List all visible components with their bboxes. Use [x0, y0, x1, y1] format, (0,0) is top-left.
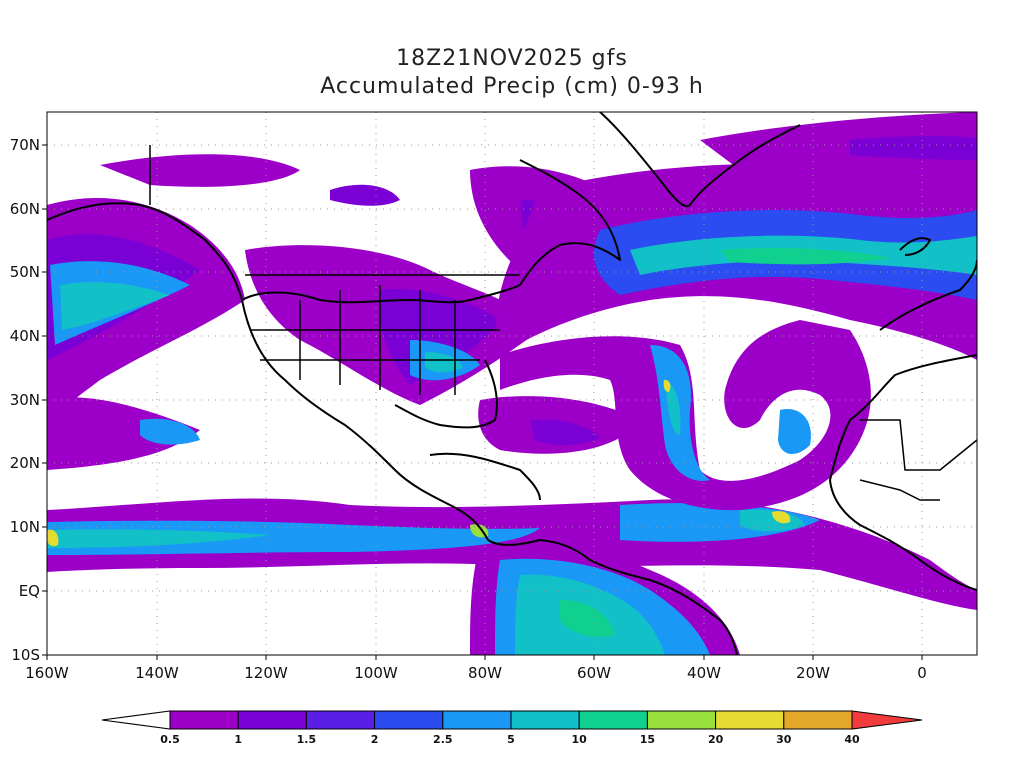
lat-label: 40N: [10, 327, 40, 345]
colorbar-label: 2.5: [433, 733, 453, 746]
lon-label: 40W: [687, 664, 721, 682]
latitude-labels: 70N 60N 50N 40N 30N 20N 10N EQ 10S: [10, 136, 47, 664]
lon-label: 20W: [796, 664, 830, 682]
colorbar-label: 20: [708, 733, 724, 746]
colorbar-swatch: [510, 710, 580, 730]
lat-label: 60N: [10, 200, 40, 218]
graticule: [47, 112, 977, 655]
lat-label: 50N: [10, 263, 40, 281]
map-subtitle: Accumulated Precip (cm) 0-93 h: [320, 74, 704, 99]
colorbar-over-triangle: [851, 710, 923, 730]
colorbar-swatch: [305, 710, 376, 730]
colorbar-label: 0.5: [160, 733, 180, 746]
precip-field: [47, 112, 977, 655]
colorbar-label: 10: [572, 733, 588, 746]
political-boundaries: [149, 145, 977, 501]
lat-label: 10S: [11, 646, 40, 664]
colorbar-swatch: [374, 710, 444, 730]
lat-label: EQ: [19, 582, 40, 600]
colorbar-label: 5: [507, 733, 515, 746]
lat-label: 10N: [10, 518, 40, 536]
lat-label: 30N: [10, 391, 40, 409]
lat-label: 70N: [10, 136, 40, 154]
colorbar-swatch: [442, 710, 512, 730]
longitude-labels: 160W 140W 120W 100W 80W 60W 40W 20W 0: [25, 655, 927, 682]
lon-label: 140W: [135, 664, 179, 682]
colorbar-label: 30: [776, 733, 792, 746]
colorbar-swatch: [646, 710, 717, 730]
colorbar-swatch: [783, 710, 853, 730]
lon-label: 120W: [244, 664, 288, 682]
colorbar-swatch: [715, 710, 785, 730]
coastlines: [47, 112, 977, 655]
colorbar-label: 1.5: [297, 733, 317, 746]
colorbar-under-triangle: [101, 710, 171, 730]
lon-label: 160W: [25, 664, 69, 682]
map-title: 18Z21NOV2025 gfs: [396, 46, 628, 71]
colorbar-label: 40: [844, 733, 860, 746]
plot-frame: [46, 111, 978, 656]
colorbar-swatch: [578, 710, 648, 730]
colorbar-swatch: [169, 710, 239, 730]
colorbar-label: 1: [234, 733, 242, 746]
colorbar-label: 15: [640, 733, 655, 746]
lat-label: 20N: [10, 454, 40, 472]
lon-label: 60W: [577, 664, 611, 682]
colorbar-swatch: [237, 710, 307, 730]
colorbar-label: 2: [371, 733, 379, 746]
lon-label: 100W: [354, 664, 398, 682]
lon-label: 80W: [468, 664, 502, 682]
colorbar: 0.5 1 1.5 2 2.5 5 10 15 20 30 40: [101, 710, 923, 746]
lon-label: 0: [917, 664, 927, 682]
